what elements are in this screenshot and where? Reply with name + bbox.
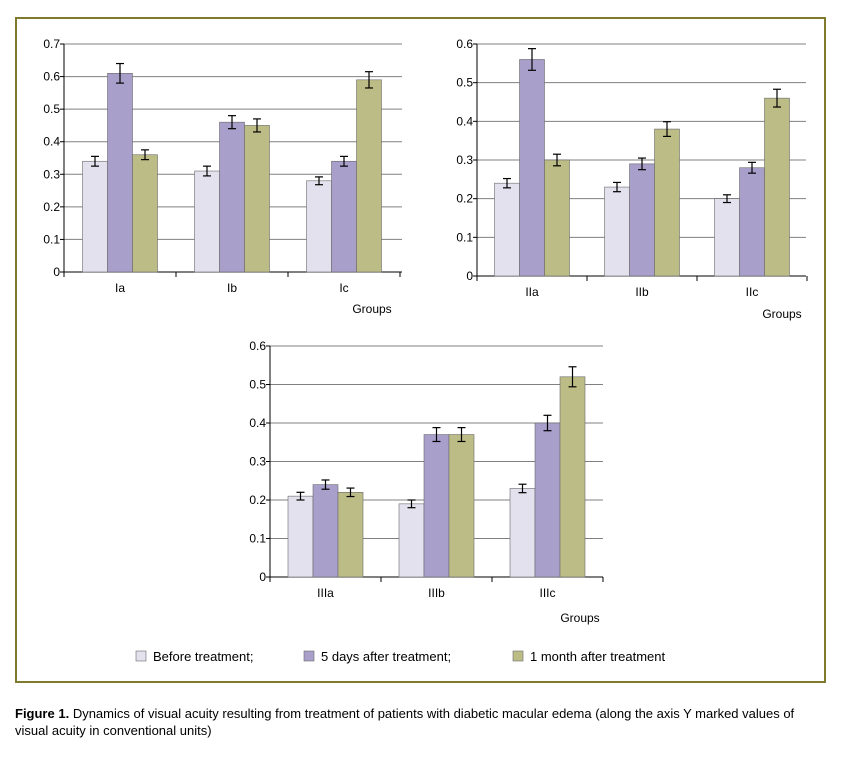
bar [244, 125, 270, 273]
bar [219, 121, 245, 273]
bar [559, 376, 586, 578]
y-tick-label: 0.5 [249, 378, 266, 392]
bar [739, 167, 765, 277]
y-tick-label: 0.2 [456, 192, 473, 206]
y-tick-label: 0 [466, 269, 473, 283]
bar [82, 160, 108, 273]
y-tick-label: 0.1 [43, 232, 60, 246]
y-tick-label: 0.4 [43, 135, 60, 149]
category-label: IIc [746, 285, 759, 299]
caption-label: Figure 1. [15, 706, 70, 721]
bar [194, 170, 220, 273]
y-tick-label: 0.4 [249, 416, 266, 430]
y-tick-label: 0.6 [456, 37, 473, 51]
category-label: IIa [525, 285, 539, 299]
y-tick-label: 0.2 [43, 200, 60, 214]
bar [398, 503, 425, 578]
bar [629, 163, 655, 277]
bar [337, 491, 364, 578]
bar [604, 186, 630, 277]
bar [132, 154, 158, 273]
bar [509, 488, 536, 578]
legend: Before treatment; 5 days after treatment;… [135, 649, 666, 664]
y-tick-label: 0.3 [249, 455, 266, 469]
bar [519, 59, 545, 277]
bar [287, 495, 314, 578]
y-tick-label: 0.6 [43, 70, 60, 84]
bar [107, 73, 133, 273]
chart-group-iii: 0 0.1 0.2 0.3 0.4 0.5 0.6 IIIa IIIb IIIc Groups [249, 339, 604, 625]
x-axis-title: Groups [352, 302, 391, 316]
y-tick-label: 0.7 [43, 37, 60, 51]
x-axis-title: Groups [560, 611, 599, 625]
legend-swatch [512, 650, 524, 662]
y-tick-label: 0.4 [456, 114, 473, 128]
bar [494, 182, 520, 277]
category-label: IIIb [428, 586, 445, 600]
legend-label: 5 days after treatment; [321, 649, 451, 664]
bar [306, 180, 332, 273]
chart-group-i: 0 0.1 0.2 0.3 0.4 0.5 0.6 0.7 Ia Ib Ic Groups [43, 37, 402, 316]
bar [331, 160, 357, 273]
bar [764, 97, 790, 277]
category-label: Ic [339, 281, 348, 295]
y-tick-label: 0 [259, 570, 266, 584]
y-tick-label: 0.5 [43, 102, 60, 116]
bar [534, 422, 561, 578]
figure-caption: Figure 1. Dynamics of visual acuity resu… [15, 705, 830, 739]
y-tick-label: 0.1 [249, 532, 266, 546]
bar [654, 128, 680, 277]
y-tick-label: 0.5 [456, 76, 473, 90]
bar [544, 159, 570, 277]
x-axis-title: Groups [762, 307, 801, 321]
category-label: Ia [115, 281, 125, 295]
y-tick-label: 0 [53, 265, 60, 279]
y-tick-label: 0.3 [43, 167, 60, 181]
category-label: IIb [635, 285, 649, 299]
legend-swatch [303, 650, 315, 662]
y-tick-label: 0.6 [249, 339, 266, 353]
caption-text: Dynamics of visual acuity resulting from… [15, 706, 795, 738]
legend-label: Before treatment; [153, 649, 253, 664]
bar [448, 434, 475, 578]
y-tick-label: 0.3 [456, 153, 473, 167]
y-tick-label: 0.2 [249, 493, 266, 507]
y-tick-label: 0.1 [456, 230, 473, 244]
bar [714, 198, 740, 277]
bar [312, 484, 339, 578]
category-label: IIIc [539, 586, 555, 600]
bar [423, 434, 450, 578]
legend-label: 1 month after treatment [530, 649, 666, 664]
legend-swatch [135, 650, 147, 662]
category-label: Ib [227, 281, 237, 295]
category-label: IIIa [317, 586, 334, 600]
bar [356, 79, 382, 273]
